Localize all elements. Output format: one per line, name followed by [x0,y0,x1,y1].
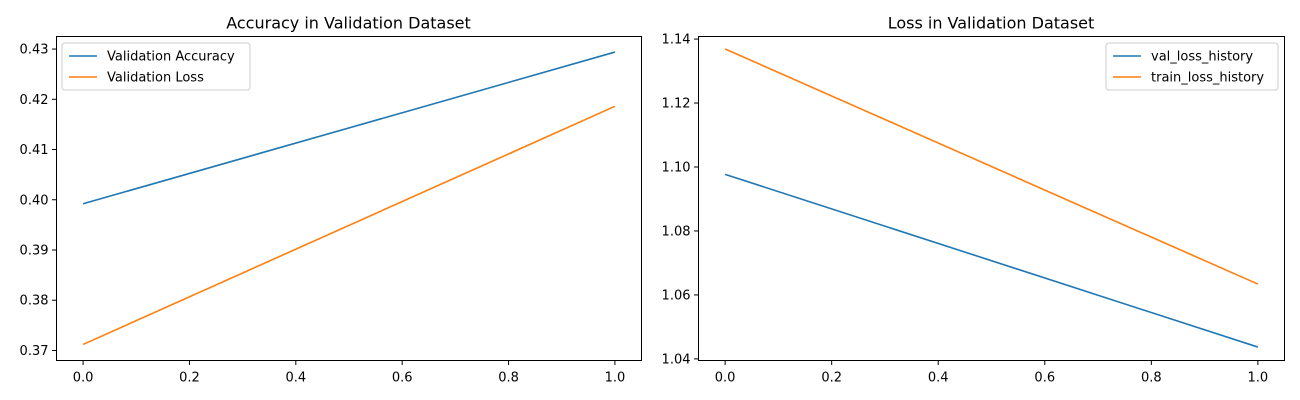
legend-label: val_loss_history [1151,50,1253,65]
legend-label: Validation Loss [107,71,204,86]
x-tick-label: 0.2 [179,371,200,386]
series-line-val-loss-history [724,173,1259,348]
series-layer [82,51,616,346]
y-tick-label: 0.41 [20,143,49,158]
x-tick-label: 0.8 [1141,371,1162,386]
x-tick-label: 0.2 [821,371,842,386]
x-tick-label: 0.0 [715,371,736,386]
y-tick-label: 1.04 [662,352,691,367]
y-tick-label: 0.39 [20,243,49,258]
tick-layer: 0.0 0.2 0.4 0.6 0.8 1.0 1.04 1.06 1.08 1.10 1.12 1.… [662,33,1269,386]
x-tick-label: 1.0 [1248,371,1269,386]
y-tick-label: 0.40 [20,193,49,208]
series-line-validation-loss [82,105,616,346]
series-layer [724,48,1259,348]
y-tick-label: 0.38 [20,294,49,309]
x-tick-label: 0.6 [392,371,413,386]
series-line-validation-accuracy [82,51,616,205]
y-tick-label: 1.10 [662,160,691,175]
legend-box [1105,42,1279,91]
x-tick-label: 0.4 [285,371,306,386]
x-tick-label: 0.8 [498,371,519,386]
x-tick-label: 1.0 [605,371,626,386]
chart-title: Loss in Validation Dataset [888,14,1095,33]
x-tick-label: 0.6 [1034,371,1055,386]
tick-layer: 0.0 0.2 0.4 0.6 0.8 1.0 0.37 0.38 0.39 0.40 0.41 0.… [20,43,626,386]
series-line-train-loss-history [724,48,1259,285]
legend: val_loss_history train_loss_history [1105,42,1279,91]
y-tick-label: 1.08 [662,224,691,239]
legend-label: train_loss_history [1151,71,1264,86]
y-tick-label: 1.06 [662,288,691,303]
plot-frame [56,36,642,361]
plot-frame [698,36,1285,361]
accuracy-chart-panel: Accuracy in Validation Dataset 0.0 0.2 0.4… [20,14,642,386]
y-tick-label: 1.12 [662,97,691,112]
y-tick-label: 0.43 [20,43,49,58]
legend-label: Validation Accuracy [107,50,235,65]
x-tick-label: 0.0 [73,371,94,386]
y-tick-label: 0.37 [20,344,49,359]
legend-box [61,42,251,91]
chart-title: Accuracy in Validation Dataset [226,14,471,33]
y-tick-label: 0.42 [20,93,49,108]
legend: Validation Accuracy Validation Loss [61,42,251,91]
loss-chart-panel: Loss in Validation Dataset 0.0 0.2 0.4 0.6 0… [662,14,1285,386]
y-tick-label: 1.14 [662,33,691,48]
x-tick-label: 0.4 [928,371,949,386]
